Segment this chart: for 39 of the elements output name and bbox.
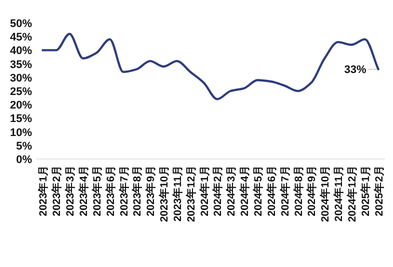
line-series bbox=[42, 32, 380, 100]
x-tick-label: 2023年3月 bbox=[64, 165, 77, 216]
data-label: 33% bbox=[344, 64, 366, 76]
x-tick-label: 2023年5月 bbox=[90, 165, 104, 216]
x-tick-label: 2024年4月 bbox=[238, 165, 252, 216]
y-tick-label: 0% bbox=[16, 154, 32, 166]
x-tick-label: 2025年2月 bbox=[372, 165, 386, 216]
x-tick-label: 2024年12月 bbox=[345, 165, 358, 222]
y-tick-label: 20% bbox=[10, 100, 32, 112]
x-tick-label: 2024年10月 bbox=[318, 165, 332, 222]
x-tick-label: 2025年1月 bbox=[358, 165, 372, 216]
x-tick-label: 2024年2月 bbox=[211, 165, 224, 216]
x-tick-label: 2023年6月 bbox=[104, 165, 117, 216]
x-tick-label: 2024年8月 bbox=[292, 165, 305, 216]
y-tick-label: 35% bbox=[10, 58, 32, 71]
y-tick-label: 40% bbox=[10, 45, 32, 58]
x-tick-label: 2023年7月 bbox=[117, 165, 130, 216]
x-tick-label: 2023年10月 bbox=[158, 165, 171, 222]
x-tick-label: 2024年6月 bbox=[264, 165, 278, 216]
y-tick-label: 45% bbox=[10, 32, 32, 44]
y-tick-label: 30% bbox=[10, 72, 32, 84]
x-tick-label: 2023年2月 bbox=[50, 165, 64, 216]
x-tick-label: 2023年11月 bbox=[170, 165, 184, 222]
y-tick-label: 50% bbox=[10, 18, 32, 30]
y-tick-label: 15% bbox=[10, 113, 32, 126]
x-tick-label: 2023年4月 bbox=[76, 165, 90, 216]
x-tick-label: 2024年9月 bbox=[305, 165, 318, 216]
x-tick-label: 2023年1月 bbox=[36, 165, 50, 216]
x-tick-label: 2023年12月 bbox=[184, 165, 198, 222]
x-tick-label: 2024年1月 bbox=[198, 165, 211, 216]
x-tick-label: 2024年11月 bbox=[332, 165, 346, 222]
x-tick-label: 2023年8月 bbox=[130, 165, 144, 216]
y-tick-label: 10% bbox=[10, 126, 32, 139]
x-tick-label: 2024年3月 bbox=[224, 165, 238, 216]
y-tick-label: 25% bbox=[10, 86, 32, 98]
x-tick-label: 2023年9月 bbox=[144, 165, 158, 216]
x-tick-label: 2024年5月 bbox=[251, 165, 264, 216]
x-tick-label: 2024年7月 bbox=[278, 165, 292, 216]
y-tick-label: 5% bbox=[16, 140, 32, 152]
